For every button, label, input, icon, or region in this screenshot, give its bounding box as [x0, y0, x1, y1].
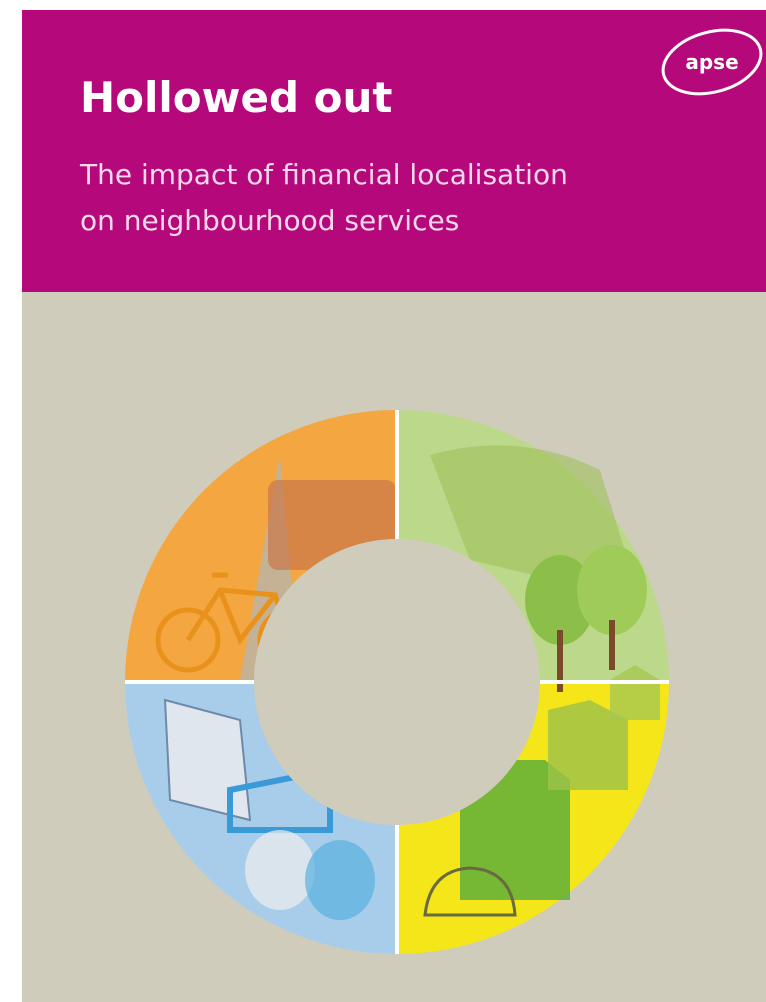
logo: apse [661, 28, 763, 96]
tree [525, 555, 595, 645]
header-band [22, 10, 766, 292]
ring-hole [254, 539, 540, 825]
trunk [609, 620, 615, 670]
mask [305, 840, 375, 920]
hard-hat [423, 866, 517, 917]
house [610, 665, 660, 720]
logo-text: apse [685, 50, 738, 74]
subtitle-line: on neighbourhood services [80, 204, 459, 237]
logo-ring [661, 28, 763, 96]
mask [245, 830, 315, 910]
subtitle-line: The impact of financial localisation [79, 158, 568, 191]
trunk [557, 630, 563, 692]
house [460, 760, 570, 900]
transport-quadrant [125, 410, 397, 682]
house [548, 700, 628, 790]
title: Hollowed out [80, 73, 392, 122]
ring [125, 410, 669, 954]
tree [577, 545, 647, 635]
